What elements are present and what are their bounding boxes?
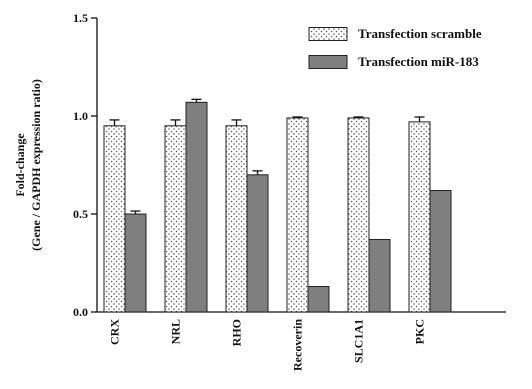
x-tick-label-nrl: NRL <box>169 319 183 344</box>
legend-label-mir183: Transfection miR-183 <box>358 54 479 69</box>
bar-scramble-recoverin <box>286 117 309 313</box>
bar-mir183-rho <box>246 174 269 313</box>
x-tick-label-recoverin: Recoverin <box>291 319 305 371</box>
x-tick-label-rho: RHO <box>230 319 244 346</box>
bar-scramble-slc1a1 <box>347 117 370 313</box>
legend: Transfection scramble Transfection miR-18… <box>308 26 482 69</box>
bar-scramble-crx <box>103 125 126 313</box>
y-axis-label-line2: (Gene / GAPDH expression ratio) <box>29 79 43 251</box>
bars <box>103 98 452 313</box>
y-axis-label-line1: Fold-change <box>13 133 27 197</box>
bar-scramble-nrl <box>164 125 187 313</box>
legend-swatch-mir183 <box>308 55 348 69</box>
y-tick-label: 1.0 <box>73 109 88 123</box>
bar-mir183-pkc <box>429 189 452 313</box>
x-tick-label-slc1a1: SLC1A1 <box>352 319 366 363</box>
x-tick-label-pkc: PKC <box>413 319 427 344</box>
y-axis-label: Fold-change (Gene / GAPDH expression rati… <box>13 79 43 251</box>
y-tick-label: 1.5 <box>73 11 88 25</box>
tick-labels: 0.0 0.5 1.0 1.5 CRX NRL RHO Recoverin SLC1A1 PKC <box>73 11 427 371</box>
legend-label-scramble: Transfection scramble <box>358 26 482 41</box>
y-tick-label: 0.0 <box>73 305 88 319</box>
bar-mir183-crx <box>124 213 147 313</box>
bar-scramble-rho <box>225 125 248 313</box>
bar-mir183-slc1a1 <box>368 238 391 313</box>
legend-swatch-scramble <box>308 27 348 41</box>
bar-scramble-pkc <box>408 121 431 313</box>
y-tick-label: 0.5 <box>73 207 88 221</box>
bar-mir183-nrl <box>185 101 208 313</box>
bar-mir183-recoverin <box>307 286 330 313</box>
x-tick-label-crx: CRX <box>108 319 122 345</box>
